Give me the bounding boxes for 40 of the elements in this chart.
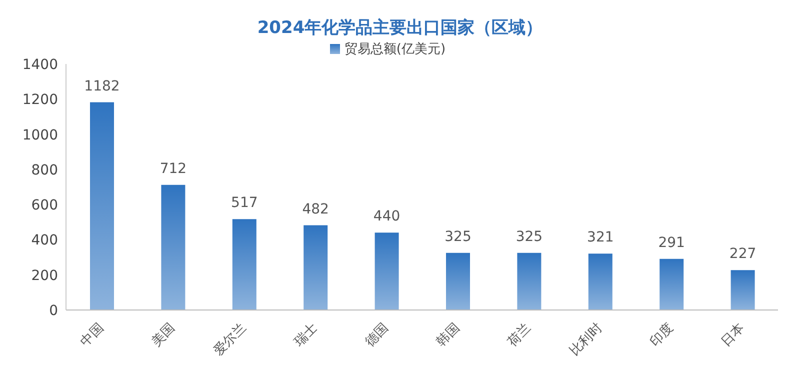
bar	[517, 252, 542, 310]
legend-label: 贸易总额(亿美元)	[344, 42, 446, 57]
bar	[374, 232, 399, 310]
x-tick-label: 印度	[646, 320, 677, 350]
bar	[660, 258, 684, 310]
data-label: 321	[587, 230, 614, 246]
data-label: 325	[444, 228, 472, 245]
bar	[161, 184, 186, 310]
data-label: 1182	[84, 78, 120, 94]
data-label: 325	[516, 228, 543, 245]
x-tick-label: 日本	[718, 320, 748, 350]
data-label: 517	[231, 195, 258, 212]
y-tick-label: 1200	[22, 92, 58, 108]
bar	[304, 225, 328, 310]
data-label: 440	[373, 208, 400, 225]
y-tick-label: 0	[49, 302, 58, 319]
y-tick-label: 800	[31, 162, 58, 178]
y-tick-label: 1400	[22, 56, 58, 73]
chart-title: 2024年化学品主要出口国家（区域）	[256, 17, 544, 40]
y-tick-label: 600	[31, 198, 58, 214]
bar	[730, 270, 755, 310]
bar	[588, 254, 612, 310]
x-tick-label: 爱尔兰	[211, 320, 250, 359]
bar	[232, 219, 256, 310]
data-label: 291	[658, 234, 685, 251]
x-tick-label: 瑞士	[292, 320, 321, 350]
x-tick-label: 中国	[78, 320, 107, 350]
y-tick-label: 400	[31, 232, 58, 249]
x-tick-label: 荷兰	[505, 320, 534, 350]
data-label: 227	[729, 246, 756, 262]
y-tick-label: 1000	[22, 127, 58, 144]
bar	[446, 252, 470, 310]
data-label: 712	[160, 160, 187, 177]
data-label: 482	[302, 201, 329, 218]
bar	[90, 102, 114, 310]
x-tick-label: 韩国	[434, 320, 463, 350]
x-tick-label: 德国	[362, 320, 392, 350]
x-tick-label: 美国	[148, 320, 178, 350]
x-tick-label: 比利时	[567, 320, 606, 359]
y-tick-label: 200	[31, 268, 58, 284]
